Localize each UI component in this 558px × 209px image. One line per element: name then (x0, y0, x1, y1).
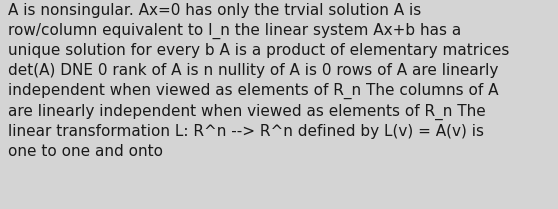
Text: A is nonsingular. Ax=0 has only the trvial solution A is
row/column equivalent t: A is nonsingular. Ax=0 has only the trvi… (8, 3, 510, 159)
